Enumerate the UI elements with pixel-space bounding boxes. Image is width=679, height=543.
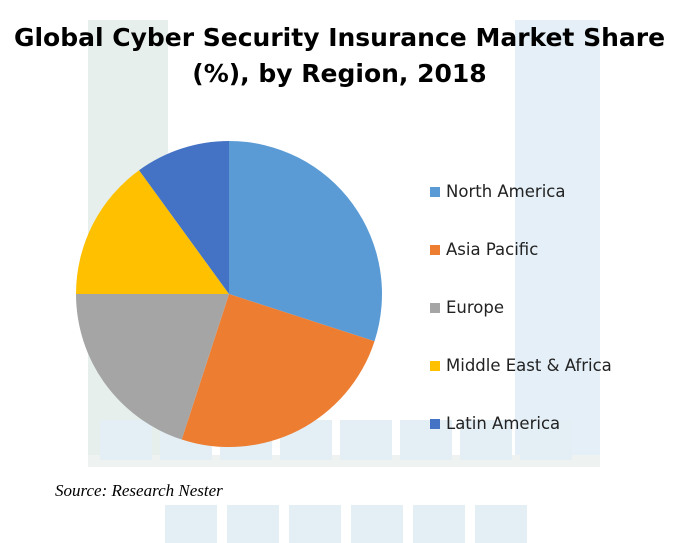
legend-label: North America: [446, 182, 566, 201]
pie-slice-middle-east-africa: [76, 170, 229, 294]
chart-title: Global Cyber Security Insurance Market S…: [0, 20, 679, 92]
watermark-letter-shape: [475, 505, 527, 543]
legend-label: Asia Pacific: [446, 240, 539, 259]
chart-title-line: Global Cyber Security Insurance Market S…: [13, 23, 666, 52]
watermark-bar: [515, 20, 600, 460]
legend-item: Middle East & Africa: [430, 356, 612, 375]
legend-label: Middle East & Africa: [446, 356, 612, 375]
legend-swatch: [430, 360, 440, 371]
watermark-letter-shape: [413, 505, 465, 543]
pie-slice-europe: [75, 294, 229, 440]
legend-swatch: [430, 418, 440, 429]
legend-item: Asia Pacific: [430, 240, 538, 259]
watermark-letter-shape: [400, 420, 452, 460]
watermark-letter-shape: [289, 505, 341, 543]
pie-slice-north-america: [229, 141, 383, 342]
watermark-letter-shape: [340, 420, 392, 460]
watermark-letter-shape: [351, 505, 403, 543]
legend-item: Latin America: [430, 414, 560, 433]
pie-slice-asia-pacific: [181, 294, 375, 448]
legend-item: Europe: [430, 298, 504, 317]
legend-label: Europe: [446, 298, 505, 317]
legend-item: North America: [430, 182, 565, 201]
pie-slice-latin-america: [139, 141, 229, 294]
legend-swatch: [430, 302, 440, 313]
watermark-letter-shape: [520, 420, 572, 460]
watermark-letter-shape: [100, 420, 152, 460]
legend-label: Latin America: [446, 414, 561, 433]
legend-swatch: [430, 244, 440, 255]
watermark-letter-shape: [165, 505, 217, 543]
watermark-letter-shape: [227, 505, 279, 543]
watermark-letter-shape: [460, 420, 512, 460]
legend-swatch: [430, 186, 440, 197]
chart-title-line: (%), by Region, 2018: [192, 59, 487, 88]
source-note: Source: Research Nester: [55, 481, 223, 500]
